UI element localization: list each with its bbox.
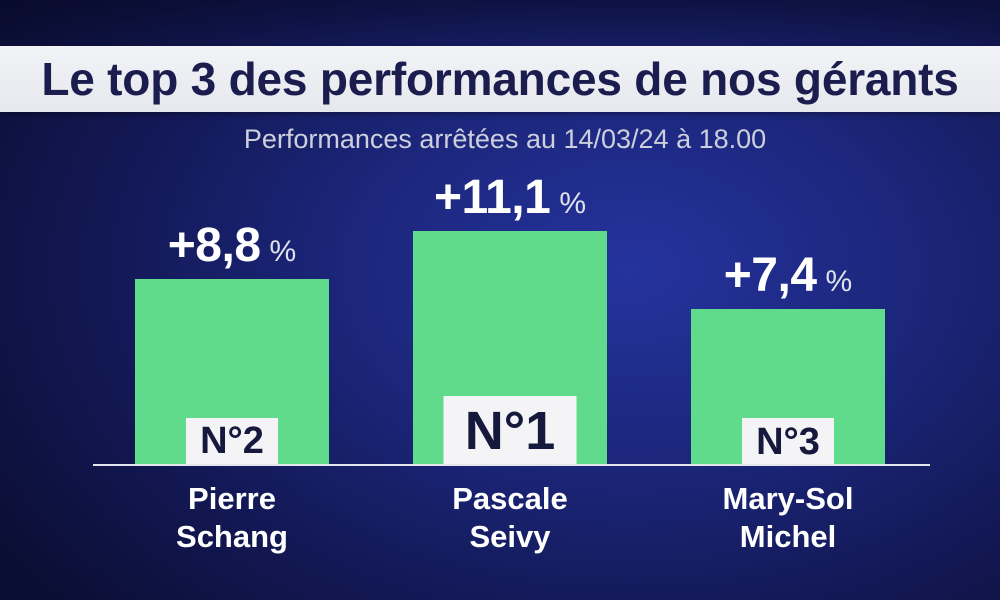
category-label: Pierre Schang bbox=[176, 481, 288, 554]
rank-label: N°1 bbox=[464, 400, 556, 461]
chart-title: Le top 3 des performances de nos gérants bbox=[41, 53, 959, 105]
bar-column: +11,1 % N°1 Pascale Seivy bbox=[413, 0, 607, 600]
value-unit: % bbox=[269, 235, 297, 269]
rank-label: N°3 bbox=[756, 420, 820, 463]
value-number: +7,4 bbox=[723, 249, 817, 302]
rank-badge: N°3 bbox=[742, 418, 834, 465]
value-unit: % bbox=[559, 187, 586, 220]
value-unit: % bbox=[825, 265, 853, 298]
category-label: Pascale Seivy bbox=[452, 481, 568, 554]
bar-column: +7,4 % N°3 Mary-Sol Michel bbox=[691, 0, 885, 600]
rank-badge: N°2 bbox=[186, 417, 278, 465]
value-label: +8,8 % bbox=[168, 221, 296, 271]
value-number: +8,8 bbox=[167, 219, 261, 273]
value-number: +11,1 bbox=[434, 171, 551, 224]
title-banner: Le top 3 des performances de nos gérants bbox=[0, 46, 1000, 112]
bar-column: +8,8 % N°2 Pierre Schang bbox=[135, 0, 329, 600]
bar: N°3 bbox=[691, 309, 885, 465]
category-label: Mary-Sol Michel bbox=[722, 481, 854, 554]
bar: N°1 bbox=[413, 231, 607, 465]
value-label: +11,1 % bbox=[434, 173, 586, 223]
chart-baseline bbox=[93, 464, 930, 466]
bar: N°2 bbox=[135, 279, 329, 465]
top-strip bbox=[0, 0, 1000, 46]
value-label: +7,4 % bbox=[724, 251, 852, 301]
rank-badge: N°1 bbox=[443, 396, 577, 465]
chart-subtitle: Performances arrêtées au 14/03/24 à 18.0… bbox=[243, 124, 767, 154]
rank-label: N°2 bbox=[200, 420, 264, 463]
